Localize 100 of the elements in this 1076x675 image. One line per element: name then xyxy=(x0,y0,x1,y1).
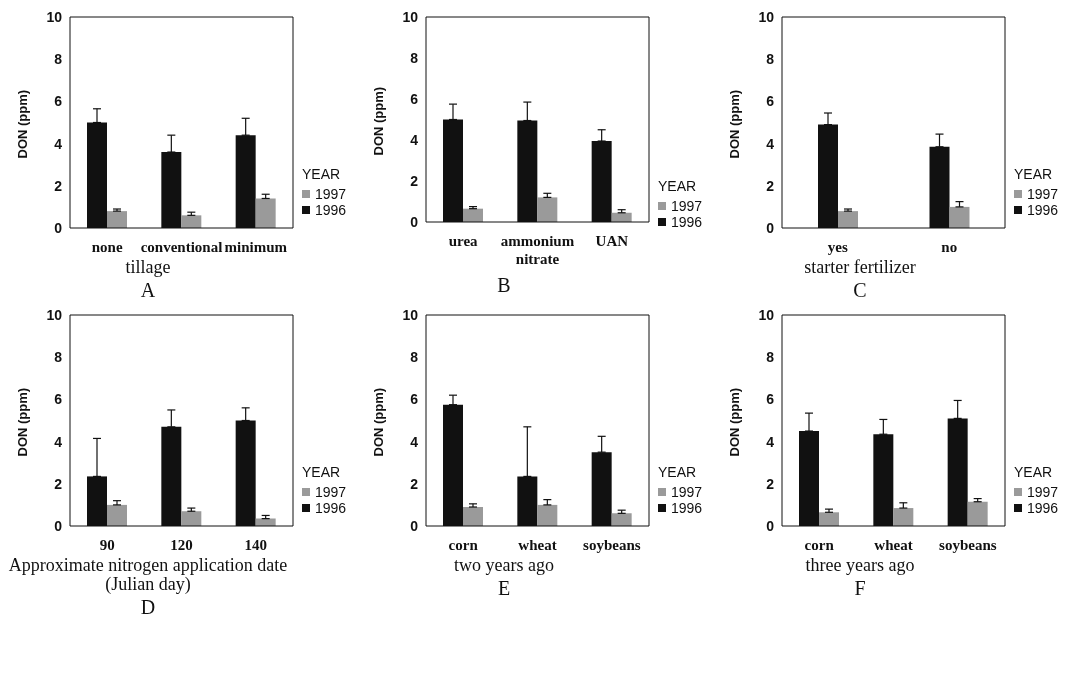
legend-title: YEAR xyxy=(302,464,342,480)
x-tick-label: urea xyxy=(448,233,479,249)
x-tick-label: no xyxy=(941,239,958,255)
y-tick-label: 0 xyxy=(766,517,775,534)
bar xyxy=(107,504,127,526)
legend-label: 1996 xyxy=(1027,500,1059,516)
y-tick-label: 0 xyxy=(766,219,775,236)
x-axis-title: two years ago xyxy=(453,555,555,575)
legend-label: 1997 xyxy=(1027,484,1059,500)
bar xyxy=(537,197,558,222)
x-tick-label: minimum xyxy=(224,239,288,255)
bar xyxy=(107,211,127,228)
y-tick-label: 0 xyxy=(54,517,63,534)
y-tick-label: 8 xyxy=(766,51,775,68)
x-tick-label: conventional xyxy=(140,239,223,255)
y-tick-label: 0 xyxy=(410,517,419,534)
y-tick-label: 4 xyxy=(766,433,775,450)
x-tick-label: soybeans xyxy=(939,537,997,553)
y-tick-label: 6 xyxy=(54,391,63,408)
x-axis-title: tillage xyxy=(124,257,172,277)
x-axis-title: three years ago xyxy=(804,555,916,575)
y-tick-label: 10 xyxy=(758,306,775,323)
y-tick-label: 2 xyxy=(410,172,419,189)
y-axis-title: DON (ppm) xyxy=(370,387,386,457)
y-tick-label: 8 xyxy=(54,349,63,366)
y-tick-label: 10 xyxy=(46,306,63,323)
legend-title: YEAR xyxy=(302,166,342,182)
legend-title: YEAR xyxy=(658,464,698,480)
legend-label: 1997 xyxy=(1027,186,1059,202)
y-tick-label: 8 xyxy=(766,349,775,366)
legend-label: 1996 xyxy=(315,500,347,516)
legend-label: 1996 xyxy=(671,500,703,516)
x-tick-label: 140 xyxy=(244,537,268,553)
legend-label: 1996 xyxy=(1027,202,1059,218)
x-tick-label: 120 xyxy=(170,537,193,553)
x-tick-label: UAN xyxy=(595,233,629,249)
bar xyxy=(893,508,914,526)
legend-title: YEAR xyxy=(1014,166,1054,182)
x-tick-label: wheat xyxy=(874,537,913,553)
bar xyxy=(537,504,558,526)
x-tick-label: ammonium nitrate xyxy=(500,233,575,267)
y-axis-title: DON (ppm) xyxy=(14,89,30,159)
y-tick-label: 2 xyxy=(766,177,775,194)
x-tick-label: soybeans xyxy=(583,537,641,553)
y-tick-label: 2 xyxy=(766,475,775,492)
bar xyxy=(967,501,988,526)
bar xyxy=(838,211,858,228)
y-tick-label: 8 xyxy=(410,49,419,66)
y-tick-label: 0 xyxy=(410,213,419,230)
text: B xyxy=(496,274,512,297)
x-tick-label: wheat xyxy=(518,537,557,553)
y-tick-label: 10 xyxy=(758,8,775,25)
legend-title: YEAR xyxy=(1014,464,1054,480)
text: D xyxy=(139,596,157,619)
x-tick-label: none xyxy=(91,239,123,255)
y-axis-title: DON (ppm) xyxy=(726,89,742,159)
legend-label: 1997 xyxy=(315,484,347,500)
y-tick-label: 8 xyxy=(54,51,63,68)
y-tick-label: 4 xyxy=(54,433,63,450)
y-tick-label: 10 xyxy=(402,8,419,25)
y-tick-label: 2 xyxy=(54,475,63,492)
x-tick-label: 90 xyxy=(99,537,115,553)
bar xyxy=(181,215,202,228)
x-tick-label: corn xyxy=(804,537,835,553)
x-axis-title: Approximate nitrogen application date (Julian day) xyxy=(8,555,288,594)
legend-label: 1996 xyxy=(671,214,703,230)
y-tick-label: 0 xyxy=(54,219,63,236)
bar xyxy=(463,208,483,222)
legend-label: 1996 xyxy=(315,202,347,218)
text: E xyxy=(496,577,512,600)
y-axis-title: DON (ppm) xyxy=(370,86,386,156)
x-tick-label: yes xyxy=(827,239,848,255)
bar xyxy=(463,507,483,526)
y-tick-label: 8 xyxy=(410,349,419,366)
y-tick-label: 4 xyxy=(54,135,63,152)
y-axis-title: DON (ppm) xyxy=(726,387,742,457)
y-tick-label: 6 xyxy=(54,93,63,110)
y-tick-label: 6 xyxy=(410,90,419,107)
legend-label: 1997 xyxy=(315,186,347,202)
y-tick-label: 4 xyxy=(410,433,419,450)
y-tick-label: 6 xyxy=(410,391,419,408)
bar xyxy=(611,513,632,526)
y-tick-label: 10 xyxy=(46,8,63,25)
y-tick-label: 4 xyxy=(410,131,419,148)
legend-label: 1997 xyxy=(671,484,703,500)
text: C xyxy=(852,279,868,302)
y-tick-label: 6 xyxy=(766,93,775,110)
y-tick-label: 2 xyxy=(410,475,419,492)
legend-label: 1997 xyxy=(671,198,703,214)
y-axis-title: DON (ppm) xyxy=(14,387,30,457)
bar xyxy=(611,212,632,222)
bar xyxy=(949,206,970,228)
bar xyxy=(819,512,839,526)
x-tick-label: corn xyxy=(448,537,479,553)
y-tick-label: 4 xyxy=(766,135,775,152)
text: F xyxy=(853,577,867,600)
bar xyxy=(255,198,276,228)
legend-title: YEAR xyxy=(658,178,698,194)
text: A xyxy=(139,279,157,302)
y-tick-label: 2 xyxy=(54,177,63,194)
